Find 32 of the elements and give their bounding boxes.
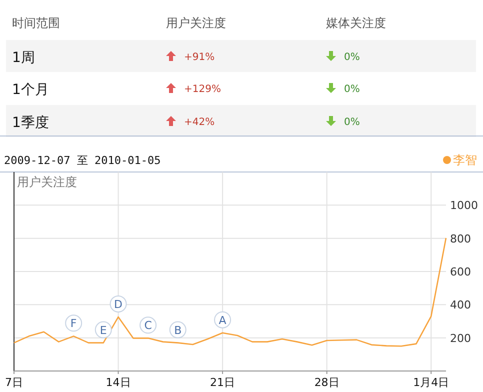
text: +129%	[184, 84, 221, 95]
annotation: E	[100, 324, 107, 337]
text: 0%	[344, 52, 360, 63]
y-tick-label: 600	[450, 266, 471, 278]
x-tick-label: 1月4日	[413, 376, 450, 389]
annotation: A	[218, 314, 227, 327]
x-tick-label: 7日	[5, 376, 23, 389]
x-tick-label: 28日	[314, 376, 340, 389]
y-axis-title: 用户关注度	[17, 175, 77, 189]
annotation: C	[144, 319, 152, 332]
y-tick-label: 1000	[450, 199, 478, 212]
text: 0%	[344, 84, 360, 95]
x-tick-label: 21日	[210, 376, 236, 389]
annotation: B	[174, 324, 182, 337]
text: 1周	[12, 50, 35, 66]
text: 媒体关注度	[326, 16, 386, 30]
text: 用户关注度	[166, 16, 226, 30]
annotation: F	[70, 317, 77, 330]
annotation: D	[114, 298, 123, 311]
line-series	[13, 237, 447, 347]
legend-label: 李智	[453, 153, 477, 167]
text: 0%	[344, 117, 360, 128]
chart-title: 2009-12-07 至 2010-01-05	[4, 154, 161, 167]
y-tick-label: 800	[450, 232, 471, 246]
y-tick-label: 200	[450, 332, 471, 345]
y-tick-label: 400	[450, 298, 471, 312]
text: 时间范围	[12, 16, 60, 30]
text: 1季度	[12, 115, 49, 131]
text: +42%	[184, 117, 215, 128]
text: +91%	[184, 52, 215, 63]
x-tick-label: 14日	[106, 376, 131, 389]
text: 1个月	[12, 82, 49, 98]
